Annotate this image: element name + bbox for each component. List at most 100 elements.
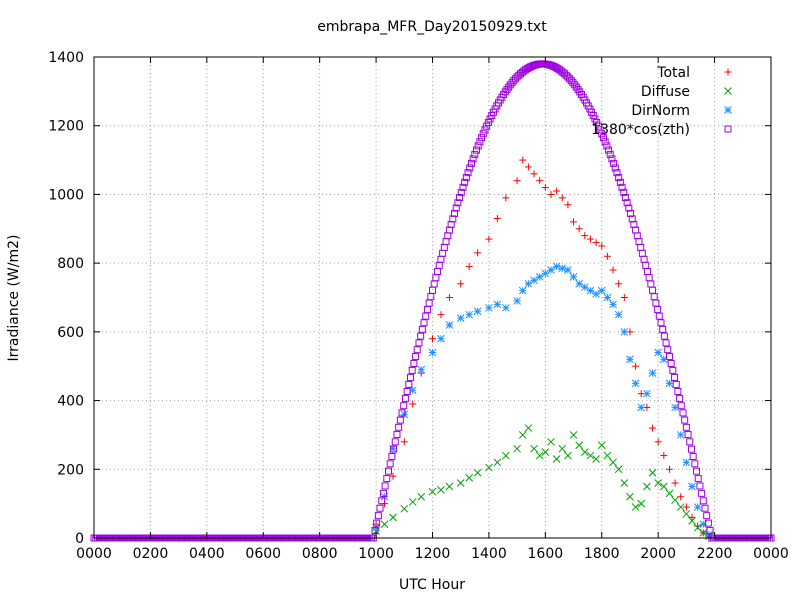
data-point: [654, 348, 663, 357]
x-tick-label: 0000: [76, 546, 112, 562]
data-point: [485, 463, 493, 472]
data-point: [535, 451, 544, 460]
series-cross: [372, 424, 713, 541]
data-point: [452, 204, 460, 212]
data-point: [620, 479, 629, 487]
data-point: [415, 339, 423, 347]
data-point: [530, 170, 538, 178]
data-point: [412, 353, 420, 361]
data-point: [541, 448, 550, 456]
data-point: [611, 164, 619, 172]
data-point: [513, 297, 521, 305]
data-point: [626, 492, 634, 501]
data-point: [381, 482, 389, 490]
data-point: [474, 249, 482, 257]
data-point: [493, 458, 502, 467]
data-point: [378, 497, 386, 505]
data-point: [597, 441, 606, 450]
data-point: [693, 503, 702, 511]
x-tick-label: 0600: [245, 546, 281, 562]
y-tick-label: 0: [75, 531, 84, 547]
data-point: [706, 527, 714, 535]
data-point: [613, 169, 621, 177]
data-point: [601, 138, 609, 146]
legend-label: Diffuse: [641, 84, 690, 100]
data-point: [429, 335, 436, 343]
data-point: [699, 497, 707, 505]
legend-marker: [724, 125, 732, 133]
x-tick-label: 2200: [697, 546, 733, 562]
data-point: [694, 475, 702, 483]
data-point: [696, 482, 704, 490]
data-point: [669, 366, 677, 374]
data-point: [564, 451, 572, 460]
data-point: [681, 416, 689, 424]
data-point: [445, 321, 454, 329]
data-point: [665, 489, 674, 498]
data-point: [662, 339, 670, 347]
data-point: [429, 286, 436, 294]
data-point: [623, 199, 631, 207]
data-point: [654, 306, 662, 314]
data-point: [564, 266, 572, 274]
data-point: [608, 155, 616, 163]
data-point: [484, 119, 492, 127]
data-point: [536, 177, 544, 185]
data-point: [417, 332, 425, 340]
data-point: [580, 448, 589, 456]
data-point: [391, 438, 399, 446]
data-point: [464, 169, 472, 177]
data-point: [597, 286, 606, 295]
data-point: [671, 479, 679, 487]
data-point: [626, 355, 634, 364]
data-point: [679, 409, 687, 417]
data-point: [609, 300, 617, 309]
data-point: [425, 299, 433, 307]
legend-label: 1380*cos(zth): [591, 122, 690, 138]
data-point: [376, 504, 384, 512]
data-point: [614, 465, 623, 474]
data-point: [640, 255, 648, 263]
data-point: [478, 134, 486, 142]
data-point: [649, 286, 657, 294]
legend-marker: [724, 68, 732, 76]
data-point: [502, 194, 510, 202]
data-point: [610, 159, 618, 167]
x-tick-label: 1200: [415, 546, 451, 562]
data-point: [621, 194, 629, 202]
data-point: [493, 300, 502, 309]
data-point: [638, 249, 646, 257]
data-point: [558, 194, 566, 202]
data-point: [457, 280, 465, 288]
data-point: [454, 199, 462, 207]
data-point: [541, 184, 549, 192]
data-point: [645, 274, 653, 282]
data-point: [609, 266, 617, 274]
data-point: [406, 373, 414, 381]
data-point: [575, 279, 584, 288]
data-point: [581, 232, 589, 240]
data-point: [410, 359, 418, 367]
data-point: [606, 150, 614, 158]
data-point: [633, 232, 641, 240]
data-point: [417, 492, 426, 501]
data-point: [418, 325, 426, 333]
legend: Total Diffuse DirNorm 1380*cos(zth): [591, 65, 732, 138]
data-point: [620, 328, 629, 336]
data-point: [701, 504, 709, 512]
data-point: [665, 379, 674, 388]
data-point: [660, 332, 668, 340]
data-point: [535, 273, 544, 281]
x-axis-label: UTC Hour: [399, 577, 465, 593]
data-point: [594, 122, 602, 130]
data-point: [691, 460, 699, 468]
data-point: [519, 156, 527, 164]
data-point: [409, 400, 417, 408]
data-point: [686, 438, 694, 446]
data-point: [625, 204, 633, 212]
legend-item: DirNorm: [631, 103, 732, 119]
data-point: [575, 441, 584, 450]
data-point: [428, 487, 437, 496]
data-point: [677, 402, 685, 410]
data-point: [643, 482, 651, 491]
